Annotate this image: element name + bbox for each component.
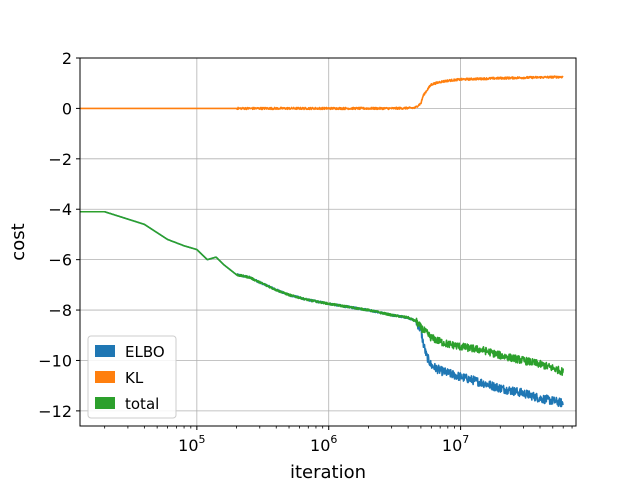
y-tick-label: 0 — [62, 99, 72, 118]
series-layer — [79, 75, 565, 408]
legend-swatch-total — [95, 397, 115, 409]
y-axis-label: cost — [8, 223, 29, 260]
series-line-total — [79, 210, 565, 376]
y-tick-label: −12 — [38, 402, 72, 421]
x-tick-label: 105 — [178, 433, 205, 455]
series-line-kl — [79, 75, 564, 111]
y-tick-label: −8 — [48, 301, 72, 320]
y-tick-label: −10 — [38, 351, 72, 370]
legend: ELBO KL total — [87, 335, 177, 419]
legend-swatch-elbo — [95, 345, 115, 357]
plot-frame — [79, 57, 577, 427]
x-tick-label: 107 — [442, 433, 469, 455]
y-tick-label: 2 — [62, 49, 72, 68]
legend-label-elbo: ELBO — [125, 343, 165, 361]
y-tick-label: −2 — [48, 150, 72, 169]
y-tick-label: −4 — [48, 200, 72, 219]
y-tick-label: −6 — [48, 251, 72, 270]
x-tick-label: 106 — [310, 433, 337, 455]
ticks: 2 0 −2 −4 −6 −8 −10 −12 105 106 107 — [38, 49, 573, 455]
legend-label-total: total — [125, 395, 159, 413]
legend-label-kl: KL — [125, 369, 144, 387]
x-axis-label: iteration — [290, 462, 366, 480]
legend-swatch-kl — [95, 371, 115, 383]
